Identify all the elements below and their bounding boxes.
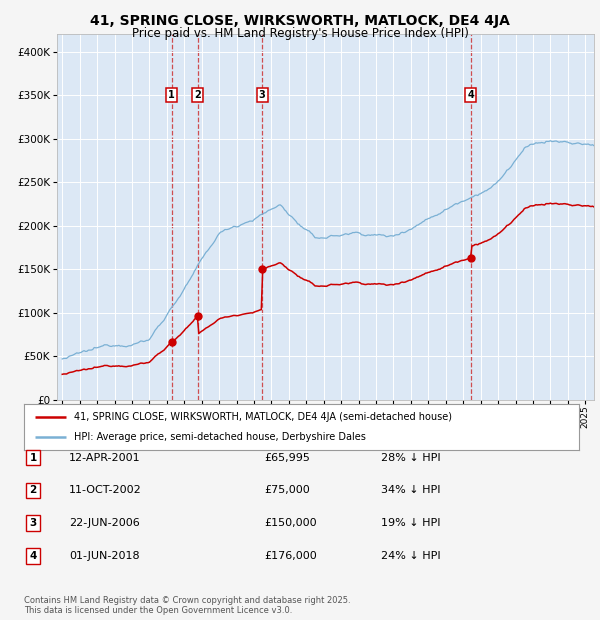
Text: 2: 2 [29, 485, 37, 495]
Text: 41, SPRING CLOSE, WIRKSWORTH, MATLOCK, DE4 4JA (semi-detached house): 41, SPRING CLOSE, WIRKSWORTH, MATLOCK, D… [74, 412, 452, 422]
Text: 4: 4 [29, 551, 37, 561]
Text: 1: 1 [29, 453, 37, 463]
Text: 41, SPRING CLOSE, WIRKSWORTH, MATLOCK, DE4 4JA: 41, SPRING CLOSE, WIRKSWORTH, MATLOCK, D… [90, 14, 510, 28]
Text: 22-JUN-2006: 22-JUN-2006 [69, 518, 140, 528]
Text: 34% ↓ HPI: 34% ↓ HPI [381, 485, 440, 495]
Text: 11-OCT-2002: 11-OCT-2002 [69, 485, 142, 495]
Text: 2: 2 [194, 90, 201, 100]
Text: 01-JUN-2018: 01-JUN-2018 [69, 551, 140, 561]
Text: 12-APR-2001: 12-APR-2001 [69, 453, 140, 463]
Text: 1: 1 [169, 90, 175, 100]
Text: HPI: Average price, semi-detached house, Derbyshire Dales: HPI: Average price, semi-detached house,… [74, 432, 366, 442]
Text: £65,995: £65,995 [264, 453, 310, 463]
Text: 28% ↓ HPI: 28% ↓ HPI [381, 453, 440, 463]
Text: Price paid vs. HM Land Registry's House Price Index (HPI): Price paid vs. HM Land Registry's House … [131, 27, 469, 40]
Text: 19% ↓ HPI: 19% ↓ HPI [381, 518, 440, 528]
Text: £150,000: £150,000 [264, 518, 317, 528]
Text: 3: 3 [259, 90, 266, 100]
Text: 3: 3 [29, 518, 37, 528]
Text: 24% ↓ HPI: 24% ↓ HPI [381, 551, 440, 561]
Text: £176,000: £176,000 [264, 551, 317, 561]
Text: Contains HM Land Registry data © Crown copyright and database right 2025.
This d: Contains HM Land Registry data © Crown c… [24, 596, 350, 615]
Text: 4: 4 [467, 90, 474, 100]
Text: £75,000: £75,000 [264, 485, 310, 495]
